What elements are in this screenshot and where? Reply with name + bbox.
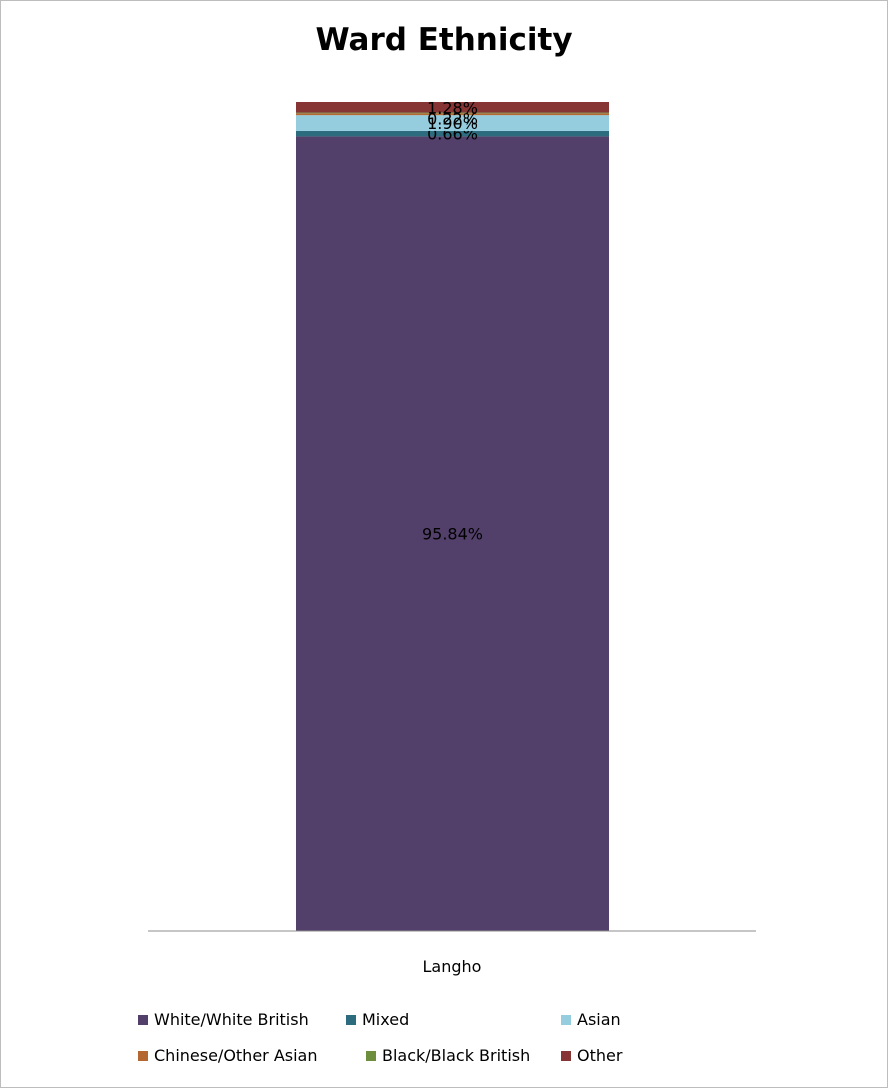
legend-item-mixed: Mixed — [346, 1010, 409, 1029]
data-label-other: 1.28% — [427, 98, 478, 117]
stacked-bar-group: 95.84%0.66%1.90%0.22%0.09%1.28% — [296, 98, 609, 932]
bar-segment-mixed — [296, 130, 609, 137]
legend-label-mixed: Mixed — [362, 1010, 410, 1029]
data-label-chinese-other-asian: 0.22% — [427, 109, 478, 128]
legend-label-other: Other — [577, 1046, 623, 1065]
legend-label-black-british: Black/Black British — [382, 1046, 531, 1065]
legend-label-chinese-other-asian: Chinese/Other Asian — [154, 1046, 318, 1065]
data-label-asian: 1.90% — [427, 114, 478, 133]
data-label-white-white-british: 95.84% — [422, 525, 483, 544]
legend-swatch-black-british — [366, 1051, 376, 1061]
category-tick-label: Langho — [423, 957, 482, 976]
legend-item-asian: Asian — [561, 1010, 621, 1029]
legend-label-white-british: White/White British — [154, 1010, 309, 1029]
legend-swatch-mixed — [346, 1015, 356, 1025]
legend-item-other: Other — [561, 1046, 622, 1065]
legend-swatch-white-british — [138, 1015, 148, 1025]
legend-item-black-british: Black/Black British — [366, 1046, 530, 1065]
legend-item-chinese-other-asian: Chinese/Other Asian — [138, 1046, 318, 1065]
legend-swatch-asian — [561, 1015, 571, 1025]
bar-segment-chinese-other-asian — [296, 113, 609, 116]
bar-segment-other — [296, 102, 609, 113]
legend-swatch-other — [561, 1051, 571, 1061]
legend-swatch-chinese-other-asian — [138, 1051, 148, 1061]
chart-title: Ward Ethnicity — [315, 22, 573, 58]
bar-segment-black-black-british — [296, 112, 609, 114]
legend-item-white-british: White/White British — [138, 1010, 309, 1029]
bar-segment-asian — [296, 115, 609, 131]
bar-segment-white-white-british — [296, 136, 609, 932]
legend-label-asian: Asian — [577, 1010, 621, 1029]
